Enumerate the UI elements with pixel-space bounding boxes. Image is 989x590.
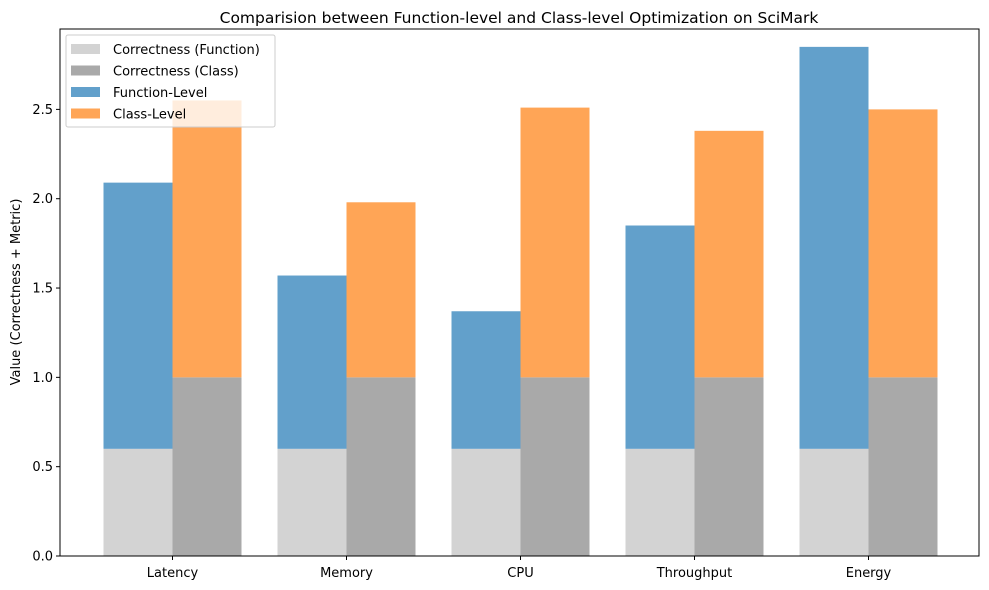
bar-class-level-latency: [172, 100, 242, 378]
y-axis-title: Value (Correctness + Metric): [9, 199, 24, 386]
legend-label-function-level: Function-Level: [113, 86, 207, 101]
bar-correctness-function-latency: [103, 448, 173, 556]
legend-frame: [65, 34, 276, 128]
bar-class-level-cpu: [520, 107, 590, 378]
y-tick-label: 1.0: [32, 371, 53, 386]
y-axis: 0.0 0.5 1.0 1.5 2.0 2.5: [32, 103, 60, 565]
legend-swatch-class-level: [71, 108, 100, 119]
legend-label-class-level: Class-Level: [113, 108, 186, 123]
x-tick-label: Throughput: [656, 566, 733, 581]
bar-correctness-function-energy: [799, 448, 869, 556]
bar-function-level-energy: [799, 46, 869, 449]
x-tick-label: Energy: [846, 566, 892, 581]
x-axis: Latency Memory CPU Throughput Energy: [147, 556, 892, 581]
bar-correctness-class-throughput: [694, 377, 764, 556]
legend-label-correctness-function: Correctness (Function): [113, 43, 260, 58]
plot-frame: [59, 28, 980, 557]
y-tick-label: 0.5: [32, 460, 53, 475]
x-tick-label: Memory: [320, 566, 373, 581]
legend-swatch-correctness-function: [71, 44, 100, 54]
bars-group: [103, 46, 938, 556]
y-tick-label: 2.0: [32, 192, 53, 207]
chart-title: Comparision between Function-level and C…: [220, 9, 819, 27]
bar-class-level-memory: [346, 202, 416, 378]
bar-function-level-cpu: [451, 311, 521, 449]
y-tick-label: 0.0: [32, 550, 53, 565]
bar-correctness-class-latency: [172, 377, 242, 556]
bar-correctness-class-energy: [868, 377, 938, 556]
legend-swatch-correctness-class: [71, 65, 100, 76]
legend-label-correctness-class: Correctness (Class): [113, 65, 239, 80]
bar-function-level-memory: [277, 275, 347, 449]
bar-correctness-function-throughput: [625, 448, 695, 556]
bar-correctness-function-cpu: [451, 448, 521, 556]
bar-function-level-latency: [103, 182, 173, 449]
bar-class-level-energy: [868, 109, 938, 378]
legend: Correctness (Function) Correctness (Class…: [65, 34, 276, 128]
bar-function-level-throughput: [625, 225, 695, 449]
bar-correctness-class-cpu: [520, 377, 590, 556]
x-tick-label: Latency: [147, 566, 199, 581]
x-tick-label: CPU: [507, 566, 533, 581]
bar-correctness-function-memory: [277, 448, 347, 556]
y-tick-label: 2.5: [32, 103, 53, 118]
bar-class-level-throughput: [694, 130, 764, 378]
y-tick-label: 1.5: [32, 282, 53, 297]
bar-correctness-class-memory: [346, 377, 416, 556]
legend-swatch-function-level: [71, 87, 100, 97]
